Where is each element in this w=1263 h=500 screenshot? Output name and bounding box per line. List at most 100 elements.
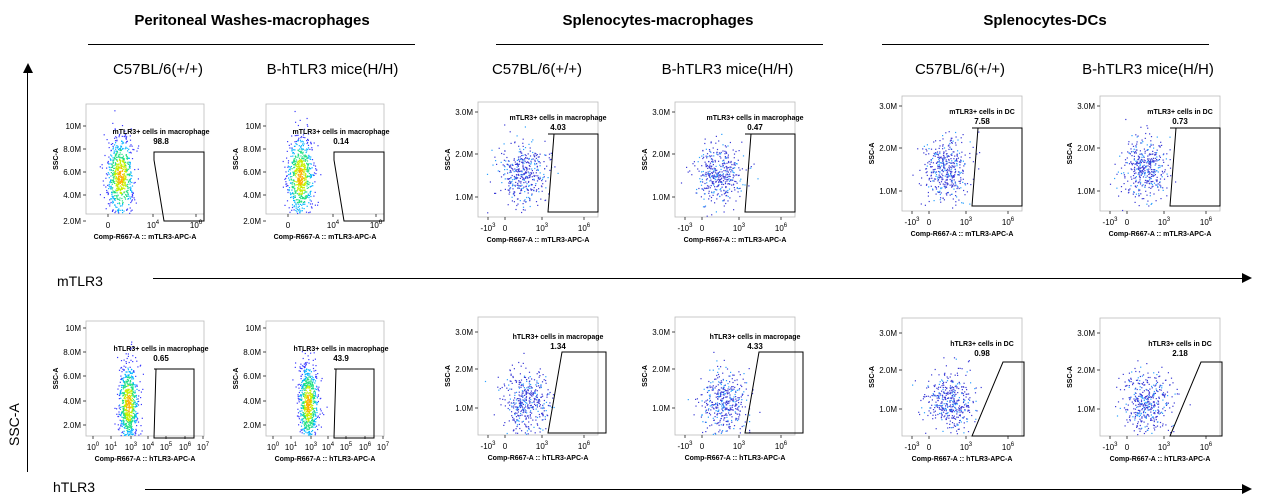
event-point <box>719 155 721 158</box>
event-point <box>522 392 524 394</box>
event-point <box>710 166 712 168</box>
event-point <box>1142 160 1144 162</box>
event-point <box>1150 161 1152 163</box>
event-point <box>945 193 947 195</box>
event-point <box>514 177 516 179</box>
event-point <box>948 168 951 170</box>
event-point <box>307 193 309 195</box>
event-point <box>1150 182 1152 185</box>
event-point <box>312 182 314 184</box>
event-point <box>521 158 523 160</box>
event-point <box>303 395 305 397</box>
event-point <box>128 417 130 419</box>
event-point <box>135 421 137 423</box>
event-point <box>115 148 117 150</box>
event-point <box>129 426 131 428</box>
event-point <box>131 391 133 393</box>
event-point <box>305 412 307 414</box>
event-point <box>298 180 300 182</box>
event-point <box>130 189 132 191</box>
event-point <box>1144 179 1147 181</box>
event-point <box>938 164 940 166</box>
event-point <box>293 171 295 173</box>
event-point <box>110 179 112 181</box>
event-point <box>1131 164 1133 166</box>
event-point <box>108 188 110 190</box>
event-point <box>312 386 314 388</box>
event-point <box>932 172 934 174</box>
event-point <box>1141 139 1143 141</box>
event-point <box>934 178 937 180</box>
event-point <box>307 166 309 168</box>
event-point <box>128 415 130 417</box>
event-point <box>1143 172 1146 174</box>
event-point <box>288 190 290 192</box>
event-point <box>1143 148 1145 150</box>
event-point <box>1162 172 1164 174</box>
event-point <box>740 178 742 180</box>
event-point <box>301 204 303 206</box>
event-point <box>304 366 306 368</box>
event-point <box>121 168 124 170</box>
event-point <box>304 168 306 170</box>
event-point <box>300 378 302 380</box>
event-point <box>304 408 306 410</box>
event-point <box>306 163 308 165</box>
event-point <box>290 196 292 199</box>
event-point <box>718 171 720 173</box>
event-point <box>305 364 307 366</box>
event-point <box>307 394 309 396</box>
event-point <box>126 195 128 197</box>
event-point <box>138 145 140 147</box>
y-tick-label: 8.0M <box>63 145 81 154</box>
event-point <box>545 376 547 378</box>
event-point <box>301 176 303 178</box>
event-point <box>728 162 730 164</box>
event-point <box>140 433 142 435</box>
event-point <box>117 163 120 165</box>
event-point <box>135 404 138 406</box>
event-point <box>130 386 132 388</box>
event-point <box>132 389 134 391</box>
event-point <box>122 160 124 162</box>
event-point <box>112 187 114 189</box>
event-point <box>707 172 709 175</box>
event-point <box>319 413 321 415</box>
event-point <box>112 162 114 164</box>
event-point <box>299 190 301 192</box>
event-point <box>506 168 508 171</box>
event-point <box>293 205 295 207</box>
event-point <box>119 391 122 393</box>
event-point <box>307 144 310 146</box>
event-point <box>298 175 300 177</box>
event-point <box>727 170 729 172</box>
event-point <box>521 171 523 173</box>
event-point <box>937 161 939 163</box>
event-point <box>919 169 921 171</box>
event-point <box>710 151 712 153</box>
event-point <box>520 175 522 177</box>
event-point <box>119 203 121 205</box>
event-point <box>303 180 305 182</box>
event-point <box>129 196 131 198</box>
x-tick-label: -103 <box>481 441 497 451</box>
event-point <box>536 385 538 387</box>
event-point <box>112 190 114 192</box>
event-point <box>510 171 512 173</box>
event-point <box>520 170 522 172</box>
event-point <box>530 417 532 419</box>
event-point <box>704 138 706 140</box>
event-point <box>122 176 125 178</box>
event-point <box>533 401 535 403</box>
event-point <box>723 205 725 207</box>
y-tick-label: 2.0M <box>243 217 261 226</box>
event-point <box>122 423 124 425</box>
event-point <box>733 153 736 155</box>
event-point <box>536 399 538 401</box>
event-point <box>1141 198 1143 200</box>
event-point <box>128 415 130 417</box>
event-point <box>120 435 122 437</box>
event-point <box>285 171 287 173</box>
event-point <box>704 182 706 185</box>
event-point <box>1144 167 1146 169</box>
